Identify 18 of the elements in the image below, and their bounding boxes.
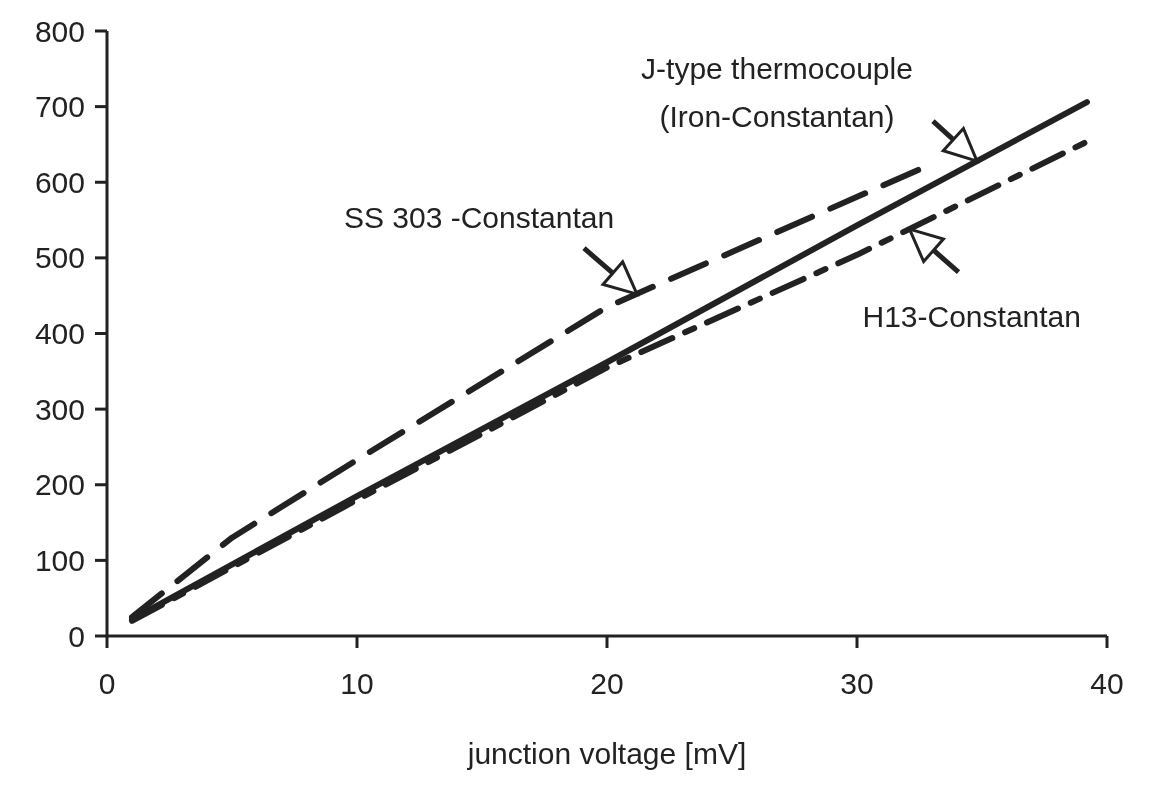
y-tick-label: 400 xyxy=(34,317,85,350)
x-tick-label: 20 xyxy=(590,667,624,700)
x-tick-label: 40 xyxy=(1090,667,1124,700)
y-tick-label: 500 xyxy=(34,241,85,275)
y-tick-label: 300 xyxy=(34,392,85,426)
y-tick-label: 600 xyxy=(34,165,85,199)
y-tick-label: 0 xyxy=(68,619,85,653)
y-tick-label: 100 xyxy=(34,543,85,577)
x-axis-title: junction voltage [mV] xyxy=(466,737,747,770)
y-tick-label: 800 xyxy=(34,14,85,48)
y-tick-label: 200 xyxy=(34,468,85,502)
x-tick-label: 30 xyxy=(840,667,874,700)
annotation: SS 303 -Constantan xyxy=(343,201,615,235)
annotation: H13-Constantan xyxy=(862,300,1081,334)
annotation: J-type thermocouple (Iron-Constantan) xyxy=(641,52,913,134)
y-tick-label: 700 xyxy=(34,90,85,124)
x-tick-label: 10 xyxy=(340,667,374,700)
x-tick-label: 0 xyxy=(98,667,116,700)
